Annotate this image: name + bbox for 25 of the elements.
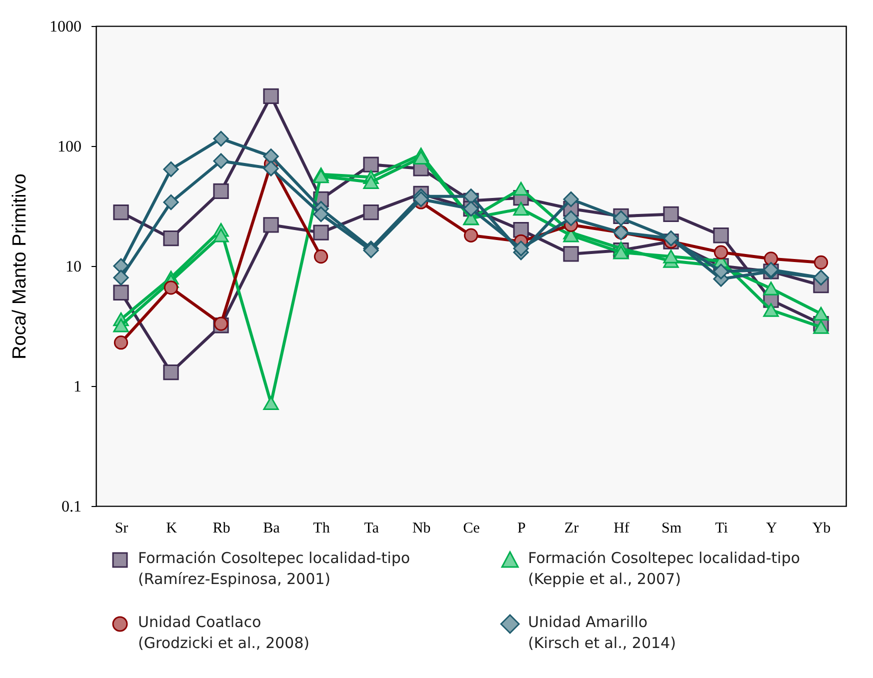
- x-tick-label: Yb: [812, 520, 831, 536]
- x-tick-label: P: [517, 520, 526, 536]
- x-tick-label: Hf: [614, 520, 630, 536]
- y-tick-label: 100: [58, 138, 82, 156]
- legend-label: Unidad Amarillo (Kirsch et al., 2014): [528, 612, 676, 654]
- x-tick-label: Sr: [114, 520, 128, 536]
- y-tick-label: 0.1: [62, 498, 82, 516]
- x-tick-label: Ta: [364, 520, 380, 536]
- legend-label: Formación Cosoltepec localidad-tipo (Ramírez-Espinosa, 2001): [138, 548, 410, 590]
- x-tick-label: Th: [313, 520, 330, 536]
- x-tick-label: Ba: [263, 520, 280, 536]
- legend-label: Formación Cosoltepec localidad-tipo (Keppie et al., 2007): [528, 548, 800, 590]
- x-tick-label: Y: [766, 520, 778, 536]
- x-tick-label: Ti: [715, 520, 728, 536]
- x-tick-label: Sm: [661, 520, 682, 536]
- legend-label: Unidad Coatlaco (Grodzicki et al., 2008): [138, 612, 310, 654]
- x-tick-label: K: [166, 520, 178, 536]
- y-axis-title: Roca/ Manto Primitivo: [10, 174, 30, 360]
- x-tick-label: Ce: [463, 520, 480, 536]
- x-tick-label: Nb: [412, 520, 431, 536]
- x-tick-label: Zr: [564, 520, 579, 536]
- y-tick-label: 1000: [50, 18, 82, 36]
- y-tick-label: 1: [74, 378, 82, 396]
- x-tick-label: Rb: [212, 520, 230, 536]
- y-tick-label: 10: [66, 258, 82, 276]
